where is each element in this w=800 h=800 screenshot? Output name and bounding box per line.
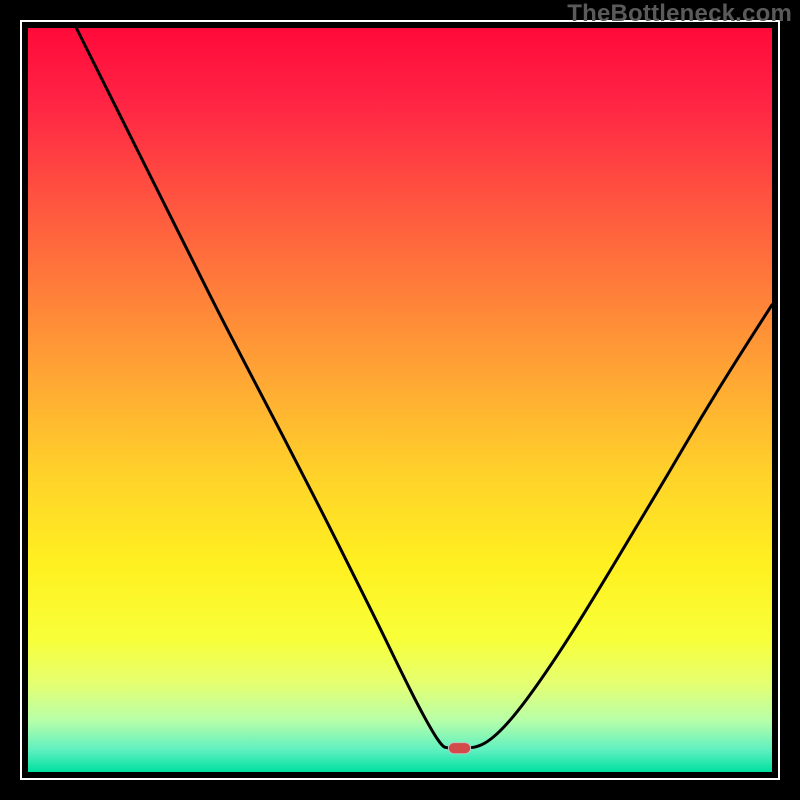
chart-container: TheBottleneck.com [0, 0, 800, 800]
gradient-background [28, 28, 772, 772]
watermark-text: TheBottleneck.com [567, 0, 792, 28]
bottleneck-chart [0, 0, 800, 800]
optimal-point-marker [448, 743, 470, 754]
